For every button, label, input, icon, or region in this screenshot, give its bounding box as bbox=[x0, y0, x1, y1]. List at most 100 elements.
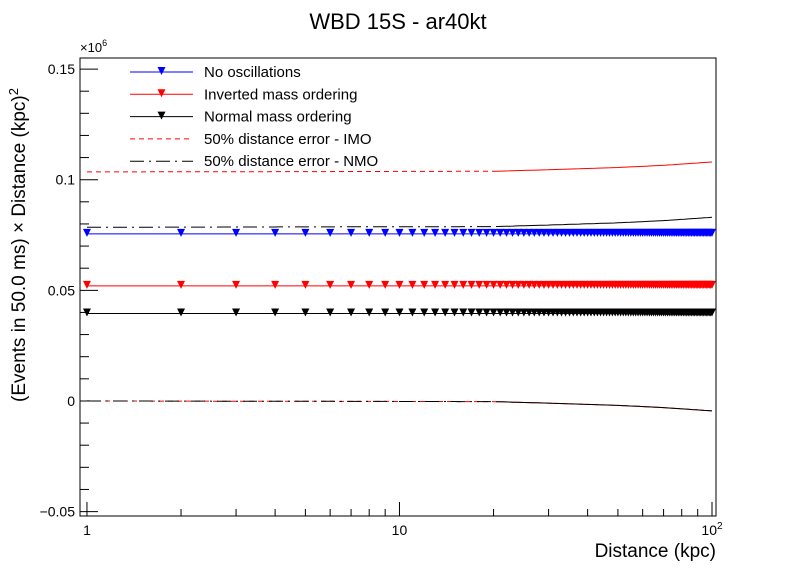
data-marker bbox=[82, 228, 91, 237]
data-marker bbox=[459, 308, 468, 317]
data-marker bbox=[482, 228, 491, 237]
data-marker bbox=[395, 280, 404, 289]
legend: No oscillations Inverted mass ordering Nor… bbox=[130, 64, 378, 170]
data-marker bbox=[467, 228, 476, 237]
data-marker bbox=[450, 280, 459, 289]
legend-entry: Normal mass ordering bbox=[130, 109, 352, 126]
data-marker bbox=[489, 308, 498, 317]
data-marker bbox=[232, 308, 241, 317]
x-tick-label: 10 bbox=[392, 522, 408, 538]
data-marker bbox=[441, 308, 450, 317]
legend-label: 50% distance error - IMO bbox=[204, 131, 372, 148]
data-marker bbox=[482, 280, 491, 289]
y-multiplier-label: ×106 bbox=[80, 38, 107, 55]
data-marker bbox=[365, 280, 374, 289]
data-marker bbox=[420, 228, 429, 237]
data-marker bbox=[347, 308, 356, 317]
data-marker bbox=[82, 280, 91, 289]
data-marker bbox=[301, 308, 310, 317]
data-marker bbox=[381, 280, 390, 289]
data-marker bbox=[431, 308, 440, 317]
data-marker bbox=[707, 280, 716, 289]
data-marker bbox=[519, 280, 528, 289]
legend-entry: 50% distance error - IMO bbox=[130, 131, 372, 148]
data-marker bbox=[347, 228, 356, 237]
data-marker bbox=[502, 308, 511, 317]
data-marker bbox=[519, 308, 528, 317]
data-marker bbox=[514, 228, 523, 237]
data-marker bbox=[475, 280, 484, 289]
plot-border bbox=[79, 57, 717, 517]
y-axis-title: (Events in 50.0 ms) × Distance (kpc)2 bbox=[6, 88, 30, 402]
data-marker bbox=[271, 228, 280, 237]
data-marker bbox=[271, 308, 280, 317]
data-marker bbox=[431, 280, 440, 289]
plot-frame bbox=[79, 57, 717, 517]
data-marker bbox=[381, 308, 390, 317]
data-marker bbox=[450, 228, 459, 237]
data-marker bbox=[408, 228, 417, 237]
data-marker bbox=[508, 228, 517, 237]
data-marker bbox=[347, 280, 356, 289]
data-marker bbox=[420, 308, 429, 317]
data-marker bbox=[395, 308, 404, 317]
data-marker bbox=[420, 280, 429, 289]
x-tick-label: 1 bbox=[83, 522, 91, 538]
legend-entry: No oscillations bbox=[130, 64, 301, 81]
data-marker bbox=[489, 228, 498, 237]
data-marker bbox=[502, 228, 511, 237]
data-marker bbox=[365, 308, 374, 317]
data-marker bbox=[232, 280, 241, 289]
data-marker bbox=[177, 308, 186, 317]
data-marker bbox=[502, 280, 511, 289]
legend-marker bbox=[157, 89, 166, 98]
data-marker bbox=[525, 228, 534, 237]
data-marker bbox=[450, 308, 459, 317]
data-marker bbox=[271, 280, 280, 289]
band-upper-4-solid bbox=[497, 216, 713, 227]
data-marker bbox=[459, 280, 468, 289]
data-marker bbox=[475, 228, 484, 237]
data-marker bbox=[408, 280, 417, 289]
legend-marker bbox=[157, 111, 166, 120]
data-marker bbox=[326, 228, 335, 237]
data-marker bbox=[381, 228, 390, 237]
legend-label: Inverted mass ordering bbox=[204, 86, 357, 103]
chart-title: WBD 15S - ar40kt bbox=[309, 9, 486, 34]
data-marker bbox=[232, 228, 241, 237]
data-marker bbox=[514, 308, 523, 317]
band-lower-4-dashed bbox=[86, 400, 498, 403]
data-marker bbox=[519, 228, 528, 237]
data-marker bbox=[496, 228, 505, 237]
legend-label: No oscillations bbox=[204, 64, 301, 81]
data-marker bbox=[441, 280, 450, 289]
data-marker bbox=[467, 308, 476, 317]
data-marker bbox=[408, 308, 417, 317]
data-marker bbox=[301, 280, 310, 289]
data-marker bbox=[475, 308, 484, 317]
data-marker bbox=[525, 308, 534, 317]
legend-entry: 50% distance error - NMO bbox=[130, 153, 378, 170]
x-axis-title: Distance (kpc) bbox=[595, 541, 716, 562]
data-marker bbox=[707, 308, 716, 317]
data-marker bbox=[525, 280, 534, 289]
legend-label: Normal mass ordering bbox=[204, 109, 352, 126]
data-marker bbox=[707, 228, 716, 237]
data-marker bbox=[441, 228, 450, 237]
data-marker bbox=[326, 308, 335, 317]
x-tick-label: 102 bbox=[701, 521, 723, 538]
data-marker bbox=[489, 280, 498, 289]
legend-label: 50% distance error - NMO bbox=[204, 153, 378, 170]
data-marker bbox=[459, 228, 468, 237]
data-marker bbox=[431, 228, 440, 237]
y-tick-label: 0 bbox=[67, 393, 75, 409]
band-upper-3-solid bbox=[497, 161, 713, 172]
legend-entry: Inverted mass ordering bbox=[130, 86, 357, 103]
data-marker bbox=[177, 228, 186, 237]
data-marker bbox=[508, 308, 517, 317]
series-layer bbox=[82, 161, 716, 412]
data-marker bbox=[395, 228, 404, 237]
band-lower-4-solid bbox=[497, 401, 713, 412]
data-marker bbox=[82, 308, 91, 317]
data-marker bbox=[365, 228, 374, 237]
